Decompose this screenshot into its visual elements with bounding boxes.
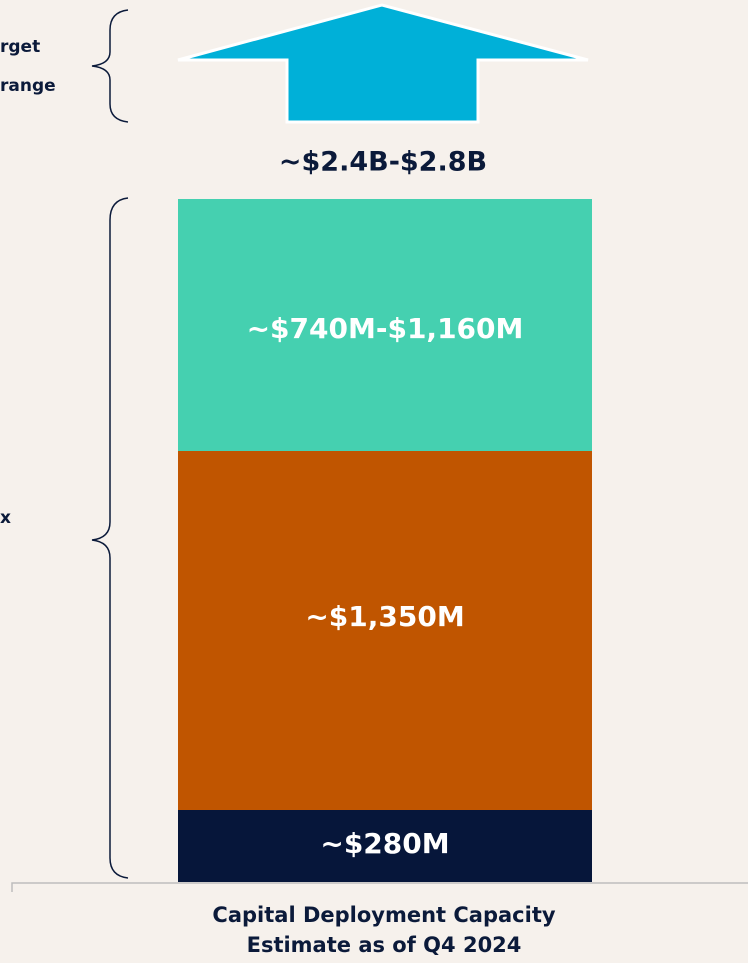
- side-label: x: [0, 508, 11, 528]
- segment: [178, 810, 592, 882]
- segment-label: ~$280M: [320, 827, 449, 860]
- segment-label: ~$1,350M: [305, 600, 464, 633]
- brace: [91, 9, 129, 123]
- baseline: [11, 882, 748, 892]
- segment-label: ~$740M-$1,160M: [247, 312, 524, 345]
- brace: [91, 197, 129, 879]
- up-arrow: [177, 3, 589, 124]
- segment: [178, 199, 592, 451]
- total-label: ~$2.4B-$2.8B: [279, 147, 487, 178]
- caption: Estimate as of Q4 2024: [247, 933, 522, 957]
- segment: [178, 451, 592, 810]
- caption: Capital Deployment Capacity: [212, 903, 555, 927]
- side-label: rget: [0, 37, 40, 57]
- side-label: range: [0, 76, 56, 96]
